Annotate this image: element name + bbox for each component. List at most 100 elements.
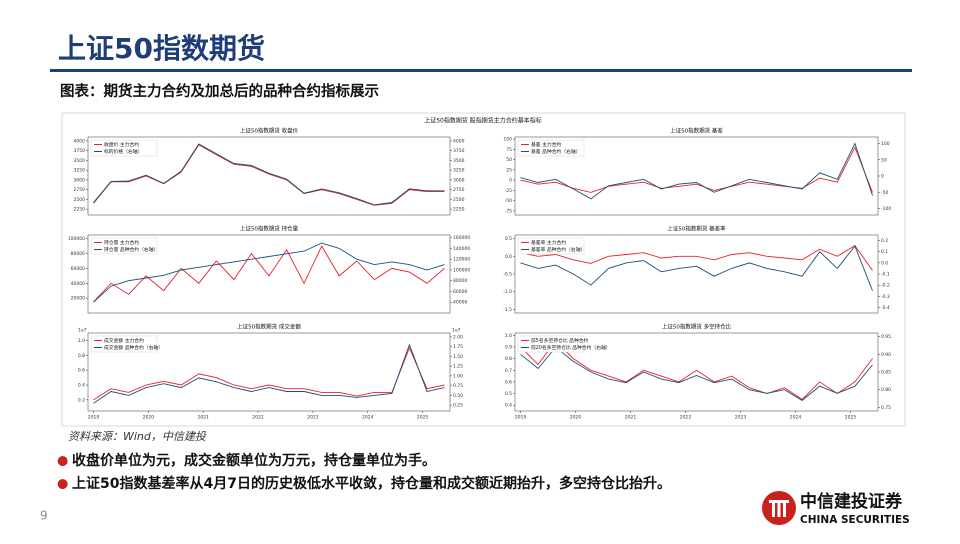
legend-label: 成交金额 主力合约 (104, 337, 144, 344)
y-tick-label: 0.7 (505, 368, 512, 374)
y-tick-label: 0.2 (881, 238, 888, 244)
y-tick-label: 3000 (453, 177, 465, 183)
chart-title: 上证50指数期货 收盘价 (240, 127, 299, 135)
x-tick-label: 2022 (252, 415, 264, 421)
chart-title: 上证50指数期货 基差 (670, 127, 723, 135)
x-tick-label: 2021 (625, 415, 637, 421)
charts: 上证50指数期货 收盘价 2250 2500 2750 3000 3250 3500 3750… (68, 127, 892, 421)
y-tick-label: 25 (506, 167, 512, 173)
y-tick-label: 0.4 (505, 403, 512, 409)
legend-box (90, 335, 158, 353)
y-tick-label: 0.0 (881, 260, 888, 266)
y-tick-label: 75 (506, 147, 512, 153)
logo-icon (783, 503, 786, 517)
logo-english: CHINA SECURITIES (800, 514, 910, 526)
y-tick-label: 100 (503, 137, 512, 143)
y-tick-label: 100000 (68, 236, 85, 242)
logo-name: 中信建投证券 (800, 491, 903, 512)
y-tick-label: -50 (881, 190, 888, 196)
logo-icon (777, 503, 781, 517)
y-tick-label: 0.50 (453, 393, 463, 399)
series-line (520, 340, 873, 400)
y-tick-label: 2500 (453, 197, 465, 203)
legend-label: 基差 主力合约 (531, 141, 562, 148)
y-tick-label: 100 (881, 141, 890, 147)
y-tick-label: 2500 (74, 197, 86, 203)
y-tick-label: 60000 (71, 266, 85, 272)
legend-label: 前5名多空持仓比 品种合约 (531, 337, 589, 344)
y-tick-label: 0.75 (453, 383, 463, 389)
y-tick-label: 2750 (74, 187, 86, 193)
y-tick-label: -1.5 (503, 307, 512, 313)
y-tick-label: 2750 (453, 187, 465, 193)
y-tick-label: -0.5 (503, 272, 512, 278)
offset-label: 1e7 (452, 328, 461, 334)
x-tick-label: 2021 (197, 415, 209, 421)
legend-box (517, 237, 585, 255)
y-tick-label: 0.5 (505, 236, 512, 242)
y-tick-label: -50 (505, 198, 512, 204)
y-tick-label: 0.80 (881, 387, 891, 393)
logo-icon (769, 500, 789, 503)
slide-title: 上证50指数期货 (58, 32, 265, 65)
chart-title: 上证50指数期货 多空持仓比 (662, 323, 732, 331)
bullet: 上证50指数基差率从4月7日的历史极低水平收敛，持仓量和成交额近期抬升，多空持仓… (72, 475, 671, 492)
y-tick-label: 0.2 (78, 397, 85, 403)
legend-label: 成交金额 品种合约（右轴） (104, 344, 163, 351)
y-tick-label: 2250 (74, 207, 86, 213)
y-tick-label: 3500 (453, 158, 465, 164)
figure-title: 上证50指数期货 股指期货主力合约基本指标 (424, 117, 542, 125)
series-line (520, 142, 873, 200)
logo-icon (772, 503, 775, 517)
legend-box (517, 139, 585, 157)
legend-box (90, 139, 158, 157)
y-tick-label: 20000 (71, 296, 85, 302)
legend-label: 持仓量 主力合约 (104, 239, 139, 246)
bullet-dot: ● (57, 454, 68, 469)
x-tick-label: 2023 (735, 415, 747, 421)
y-tick-label: 0.0 (505, 254, 512, 260)
legend-label: 前20名多空持仓比 品种合约（右轴） (531, 344, 611, 351)
legend-box (90, 237, 158, 255)
y-tick-label: 160000 (453, 235, 470, 241)
chart-title: 上证50指数期货 成交金额 (237, 323, 301, 331)
y-tick-label: -0.4 (881, 305, 890, 311)
y-tick-label: 80000 (453, 278, 467, 284)
y-tick-label: 50 (506, 157, 512, 163)
y-tick-label: 140000 (453, 246, 470, 252)
y-tick-label: 2250 (453, 207, 465, 213)
y-tick-label: 1.50 (453, 354, 463, 360)
y-tick-label: 0.4 (78, 383, 85, 389)
y-tick-label: 3250 (74, 168, 86, 174)
x-tick-label: 2025 (417, 415, 429, 421)
series-line (93, 346, 445, 401)
y-tick-label: 0.8 (78, 353, 85, 359)
chart-title: 上证50指数期货 基差率 (667, 225, 726, 233)
y-tick-label: 3750 (453, 148, 465, 154)
y-tick-label: -25 (505, 188, 512, 194)
figure-panel (61, 112, 906, 427)
x-tick-label: 2024 (790, 415, 802, 421)
logo: 中信建投证券 CHINA SECURITIES (762, 491, 910, 526)
y-tick-label: 0.85 (881, 370, 891, 376)
x-tick-label: 2020 (143, 415, 155, 421)
x-tick-label: 2023 (307, 415, 319, 421)
legend-label: 收盘价 主力合约 (104, 141, 139, 148)
y-tick-label: 4000 (453, 138, 465, 144)
y-tick-label: 100000 (453, 267, 470, 273)
subtitle: 图表：期货主力合约及加总后的品种合约指标展示 (60, 82, 379, 100)
y-tick-label: 3500 (74, 158, 86, 164)
y-tick-label: 40000 (71, 281, 85, 287)
series-line (520, 346, 873, 401)
y-tick-label: 0.9 (505, 344, 512, 350)
legend-label: 持仓量 品种合约（右轴） (104, 246, 158, 253)
y-tick-label: 2.00 (453, 334, 463, 340)
series-line (93, 144, 445, 206)
plot-frame (87, 136, 451, 216)
series-line (93, 245, 445, 303)
series-line (93, 343, 445, 404)
y-tick-label: 1.0 (78, 338, 85, 344)
y-tick-label: 60000 (453, 289, 467, 295)
chart-title: 上证50指数期货 持仓量 (240, 225, 299, 233)
